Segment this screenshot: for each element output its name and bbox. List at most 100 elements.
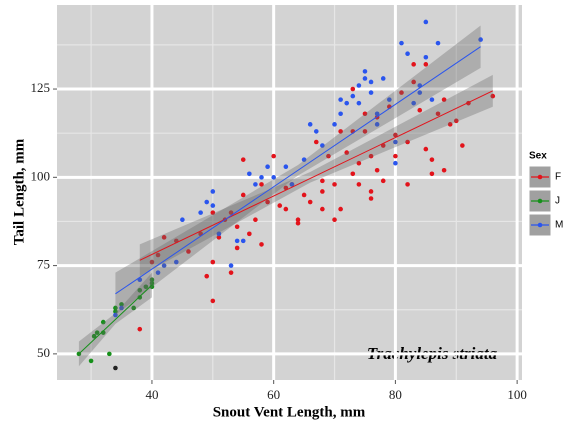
point xyxy=(173,259,179,265)
point xyxy=(417,107,423,113)
point xyxy=(210,259,216,265)
point xyxy=(307,199,313,205)
point xyxy=(265,164,270,170)
point xyxy=(259,175,264,180)
point xyxy=(338,206,343,212)
fit-line xyxy=(115,46,481,295)
point xyxy=(265,199,270,205)
point xyxy=(88,358,94,364)
point xyxy=(332,182,337,187)
point xyxy=(119,305,124,311)
point xyxy=(143,284,149,290)
point xyxy=(417,90,423,95)
point xyxy=(301,157,307,162)
point xyxy=(137,326,143,332)
point xyxy=(332,122,337,127)
point xyxy=(91,333,97,339)
point xyxy=(362,129,368,134)
point xyxy=(234,224,240,230)
point xyxy=(301,192,307,198)
point xyxy=(344,150,350,155)
point xyxy=(253,182,258,187)
point xyxy=(155,270,161,275)
point xyxy=(429,171,435,177)
legend-label: M xyxy=(555,220,563,231)
point xyxy=(320,206,325,212)
point xyxy=(435,40,441,46)
y-tick-label: 50 xyxy=(37,345,50,360)
point xyxy=(368,153,374,159)
point xyxy=(253,217,258,222)
point xyxy=(374,167,380,173)
point xyxy=(210,210,216,215)
point xyxy=(210,203,216,208)
point xyxy=(320,143,325,148)
point xyxy=(399,40,404,46)
point xyxy=(210,298,216,304)
y-tick-label: 75 xyxy=(37,257,50,272)
point xyxy=(332,217,337,222)
point xyxy=(113,305,118,311)
point xyxy=(234,238,240,244)
point xyxy=(113,365,118,371)
point xyxy=(423,146,429,152)
point xyxy=(460,143,465,148)
point xyxy=(387,97,392,102)
point xyxy=(393,139,398,145)
point xyxy=(368,79,374,85)
point xyxy=(289,182,295,187)
point xyxy=(356,83,362,88)
point xyxy=(423,19,429,25)
point xyxy=(107,351,112,357)
point xyxy=(307,122,313,127)
point xyxy=(283,164,289,170)
point xyxy=(356,182,362,187)
fit-line xyxy=(139,90,494,261)
point xyxy=(186,249,191,254)
point xyxy=(240,238,246,244)
point xyxy=(429,97,435,102)
point xyxy=(441,167,447,173)
point xyxy=(374,111,380,117)
point xyxy=(338,97,343,102)
point xyxy=(380,178,386,184)
point xyxy=(399,90,404,95)
point xyxy=(350,171,356,177)
point xyxy=(204,199,210,205)
point xyxy=(259,182,264,187)
point xyxy=(228,270,234,275)
fit-line xyxy=(78,284,153,355)
panel xyxy=(57,5,522,380)
point xyxy=(210,189,216,194)
point xyxy=(441,97,447,102)
point xyxy=(393,160,398,166)
point xyxy=(447,122,453,127)
x-tick-label: 60 xyxy=(267,387,280,402)
y-axis-title: Tail Length, mm xyxy=(11,138,27,245)
x-tick-label: 80 xyxy=(389,387,402,402)
point xyxy=(362,76,368,81)
point xyxy=(368,189,374,194)
point xyxy=(271,175,276,180)
point xyxy=(393,132,398,138)
y-tick-label: 100 xyxy=(31,168,51,183)
point xyxy=(368,90,374,95)
point xyxy=(137,288,143,293)
point xyxy=(234,245,240,251)
point xyxy=(198,210,203,215)
point xyxy=(405,182,410,187)
point xyxy=(313,139,319,145)
point xyxy=(338,129,343,134)
point xyxy=(423,54,429,60)
point xyxy=(411,79,416,85)
x-tick-label: 100 xyxy=(507,387,527,402)
point xyxy=(247,171,252,177)
point xyxy=(131,305,136,311)
legend-title: Sex xyxy=(529,151,547,162)
point xyxy=(411,62,416,67)
point xyxy=(100,319,106,325)
point xyxy=(283,206,289,212)
point xyxy=(216,235,222,240)
point xyxy=(94,330,100,335)
legend-dot xyxy=(537,174,543,180)
